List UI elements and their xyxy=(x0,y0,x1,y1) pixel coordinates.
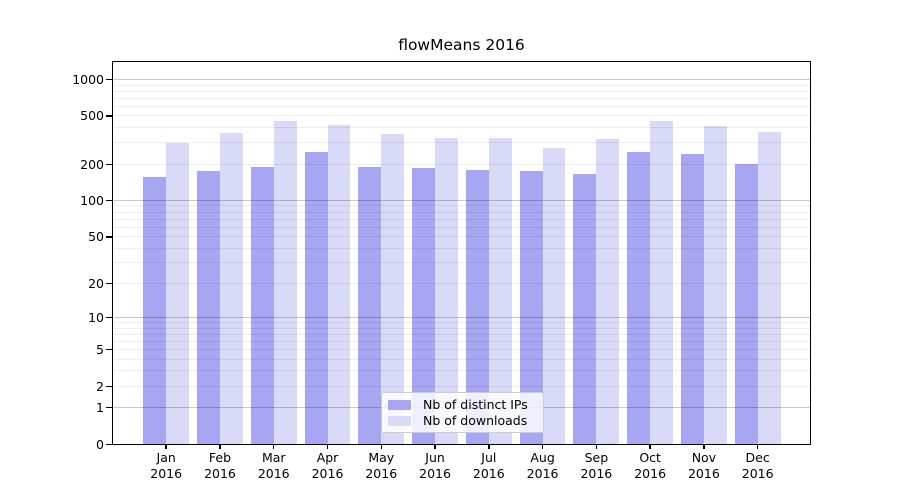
legend-swatch-distinct-ips-icon xyxy=(388,399,411,410)
bar-ips-mar xyxy=(250,167,274,444)
gridline xyxy=(113,105,810,107)
bar-ips-dec xyxy=(734,163,758,444)
y-tick-mark xyxy=(106,115,112,117)
bar-downloads-may xyxy=(381,134,405,444)
legend: Nb of distinct IPs Nb of downloads xyxy=(381,392,544,433)
x-tick-mark xyxy=(541,444,544,449)
y-tick-label: 5 xyxy=(96,341,104,357)
legend-item-distinct-ips: Nb of distinct IPs xyxy=(388,397,537,412)
gridline xyxy=(113,97,810,99)
plot-area xyxy=(106,61,811,449)
x-tick-mark xyxy=(434,444,436,449)
bar-downloads-mar xyxy=(273,120,297,444)
y-tick-mark xyxy=(106,199,112,202)
y-tick-label: 20 xyxy=(88,275,104,291)
x-tick-mark xyxy=(219,444,221,449)
x-tick-mark xyxy=(165,444,167,449)
bar-ips-jun xyxy=(412,168,436,444)
bar-ips-jan xyxy=(143,176,167,444)
x-tick-mark xyxy=(380,444,383,449)
x-tick-label: Dec 2016 xyxy=(741,450,774,481)
y-tick-label: 1 xyxy=(96,399,104,415)
y-tick-mark xyxy=(106,385,112,388)
x-tick-label: Aug 2016 xyxy=(526,450,559,481)
gridline xyxy=(113,115,810,117)
bar-downloads-jul xyxy=(488,138,512,444)
x-tick-mark xyxy=(326,444,329,449)
bar-downloads-jun xyxy=(435,137,458,444)
y-tick-label: 500 xyxy=(80,108,104,124)
gridline xyxy=(113,90,810,92)
x-tick-label: Jul 2016 xyxy=(472,450,505,481)
x-tick-label: Oct 2016 xyxy=(634,450,667,481)
gridline xyxy=(113,84,810,86)
bar-ips-jul xyxy=(465,170,489,444)
x-tick-mark xyxy=(703,444,705,449)
bar-downloads-nov xyxy=(703,125,727,444)
y-tick-mark xyxy=(106,78,112,81)
bar-ips-feb xyxy=(197,170,220,444)
y-tick-label: 10 xyxy=(88,309,104,325)
y-tick-mark xyxy=(106,316,112,319)
y-tick-mark xyxy=(106,443,112,445)
x-tick-label: Nov 2016 xyxy=(687,450,720,481)
y-tick-mark xyxy=(106,406,112,409)
y-tick-label: 1000 xyxy=(72,71,104,87)
bar-downloads-dec xyxy=(757,132,781,444)
bar-downloads-apr xyxy=(327,124,351,444)
x-tick-mark xyxy=(272,444,275,449)
gridline xyxy=(113,78,810,80)
chart-title: flowMeans 2016 xyxy=(398,36,525,54)
y-tick-label: 2 xyxy=(96,378,104,394)
bar-downloads-feb xyxy=(219,133,243,444)
bar-ips-sep xyxy=(573,173,597,444)
x-tick-label: May 2016 xyxy=(365,450,398,481)
bar-downloads-aug xyxy=(542,148,566,444)
y-tick-label: 50 xyxy=(88,229,104,245)
x-tick-label: Mar 2016 xyxy=(257,450,290,481)
x-tick-label: Feb 2016 xyxy=(204,450,236,481)
legend-label-distinct-ips: Nb of distinct IPs xyxy=(423,397,528,412)
x-tick-label: Jun 2016 xyxy=(419,450,451,481)
x-tick-mark xyxy=(649,444,651,449)
bar-downloads-sep xyxy=(596,138,620,444)
y-tick-mark xyxy=(106,163,112,166)
bar-ips-nov xyxy=(681,153,704,444)
y-tick-label: 100 xyxy=(80,192,104,208)
x-tick-mark xyxy=(756,444,759,449)
y-tick-mark xyxy=(106,348,112,351)
legend-item-downloads: Nb of downloads xyxy=(388,413,537,428)
x-tick-label: Jan 2016 xyxy=(150,450,183,481)
x-tick-mark xyxy=(595,444,598,449)
y-tick-mark xyxy=(106,282,112,285)
x-tick-label: Apr 2016 xyxy=(311,450,344,481)
y-tick-label: 200 xyxy=(80,156,104,172)
legend-swatch-downloads-icon xyxy=(388,415,411,426)
bar-ips-may xyxy=(358,167,382,444)
bar-ips-aug xyxy=(519,170,543,444)
y-tick-mark xyxy=(106,236,112,238)
bar-ips-apr xyxy=(304,152,328,444)
y-tick-label: 0 xyxy=(96,436,104,452)
x-tick-label: Sep 2016 xyxy=(580,450,613,481)
bar-downloads-oct xyxy=(650,121,674,444)
bar-downloads-jan xyxy=(166,142,190,444)
x-tick-mark xyxy=(488,444,490,449)
legend-label-downloads: Nb of downloads xyxy=(423,413,528,428)
bar-ips-oct xyxy=(627,152,651,444)
